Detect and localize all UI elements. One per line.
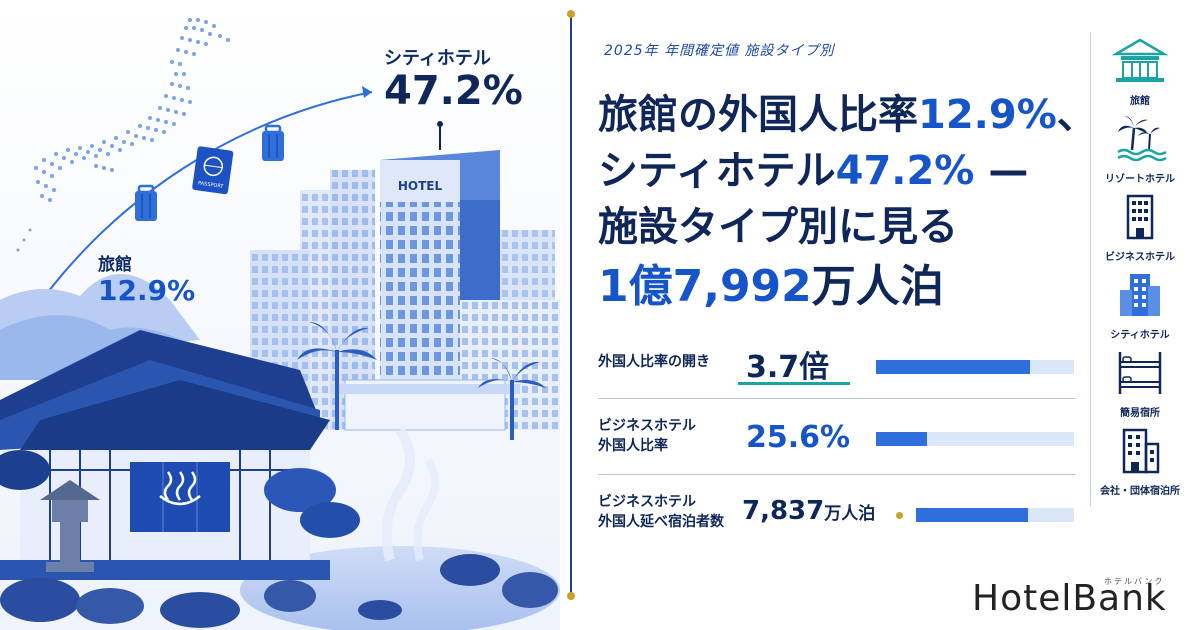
company-lodging-icon xyxy=(1122,428,1160,474)
divider-dot-bottom xyxy=(567,592,575,600)
sidebar-label-city-hotel: シティホテル xyxy=(1110,330,1170,341)
bunk-bed-icon xyxy=(1118,352,1162,394)
illustration-artwork: PASSPORT HOTEL xyxy=(0,0,560,630)
headline-line-1: 旅館の外国人比率12.9%、 xyxy=(598,92,1097,138)
sidebar-label-ryokan: 旅館 xyxy=(1130,96,1150,107)
headline-line-4: 1億7,992万人泊 xyxy=(598,261,944,312)
headline-line-3: 施設タイプ別に見る xyxy=(598,204,958,250)
sidebar-item-resort-hotel: リゾートホテル xyxy=(1090,116,1190,185)
stat-separator-2 xyxy=(598,474,1076,475)
vertical-divider xyxy=(570,14,572,594)
passport-text: PASSPORT xyxy=(198,180,225,190)
stat-separator-1 xyxy=(598,398,1076,399)
stone-lantern xyxy=(40,480,100,572)
suitcase-icon-2 xyxy=(262,124,284,161)
palm-trees xyxy=(297,322,546,440)
stat-gap-value: 3.7倍 xyxy=(746,350,830,385)
onsen-symbol-icon xyxy=(159,471,201,506)
stat-business-ratio-value: 25.6% xyxy=(746,420,851,455)
stat-gap-bar-track xyxy=(876,360,1074,374)
stat-business-ratio: ビジネスホテル 外国人比率 25.6% xyxy=(598,414,1076,464)
sidebar-separator xyxy=(1090,32,1091,506)
stat-business-nights-bar xyxy=(916,508,1029,522)
subtitle: 2025年 年間確定値 施設タイプ別 xyxy=(604,43,835,59)
resort-hotel-icon xyxy=(1117,116,1167,162)
hotel-sign: HOTEL xyxy=(398,179,443,193)
sidebar-label-simple-lodging: 簡易宿所 xyxy=(1120,408,1160,419)
stat-business-nights-label: ビジネスホテル 外国人延べ宿泊者数 xyxy=(598,494,724,530)
stat-gap-label: 外国人比率の開き xyxy=(598,354,710,370)
sidebar-item-ryokan: 旅館 xyxy=(1090,38,1190,107)
stat-business-ratio-label: ビジネスホテル 外国人比率 xyxy=(598,418,696,454)
stat-business-ratio-bar xyxy=(876,432,928,446)
stat-gap: 外国人比率の開き 3.7倍 xyxy=(598,346,1076,396)
stat-business-nights: ビジネスホテル 外国人延べ宿泊者数 7,837万人泊 xyxy=(598,490,1076,540)
sidebar-item-company-lodging: 会社・団体宿泊所 xyxy=(1090,428,1190,497)
gold-dot xyxy=(896,512,903,519)
facility-type-sidebar: 旅館 リゾートホテル ビジネスホテル xyxy=(1090,32,1200,512)
stat-business-nights-bar-track xyxy=(916,508,1074,522)
stat-gap-bar xyxy=(876,360,1031,374)
stat-business-ratio-bar-track xyxy=(876,432,1074,446)
japan-map-dots xyxy=(16,18,230,252)
hero-illustration: PASSPORT HOTEL xyxy=(0,0,560,630)
suitcase-icon-1 xyxy=(135,184,157,221)
sidebar-item-city-hotel: シティホテル xyxy=(1090,272,1190,341)
sidebar-label-resort-hotel: リゾートホテル xyxy=(1105,174,1175,185)
ryokan-label: 旅館 xyxy=(98,255,132,275)
divider-dot-top xyxy=(567,10,575,18)
ryokan-icon xyxy=(1111,38,1169,82)
logo-text: HotelBank xyxy=(972,578,1167,619)
logo-kana: ホテルバンク xyxy=(1104,577,1165,586)
ryokan-value: 12.9% xyxy=(98,274,196,307)
business-hotel-icon xyxy=(1126,194,1154,240)
sidebar-label-business-hotel: ビジネスホテル xyxy=(1105,252,1175,263)
headline-line-2: シティホテル47.2% — xyxy=(598,148,1029,194)
passport-icon: PASSPORT xyxy=(192,146,234,195)
sidebar-label-company-lodging: 会社・団体宿泊所 xyxy=(1100,486,1180,497)
stat-gap-underline xyxy=(738,382,850,385)
hotelbank-logo: HotelBank ホテルバンク xyxy=(972,577,1200,628)
city-hotel-value: 47.2% xyxy=(384,68,523,114)
travel-arc xyxy=(47,91,373,293)
city-hotel-icon xyxy=(1120,274,1160,316)
city-hotel-label: シティホテル xyxy=(384,48,491,69)
sidebar-item-business-hotel: ビジネスホテル xyxy=(1090,194,1190,263)
sidebar-item-simple-lodging: 簡易宿所 xyxy=(1090,350,1190,419)
stat-business-nights-value: 7,837万人泊 xyxy=(742,496,876,526)
